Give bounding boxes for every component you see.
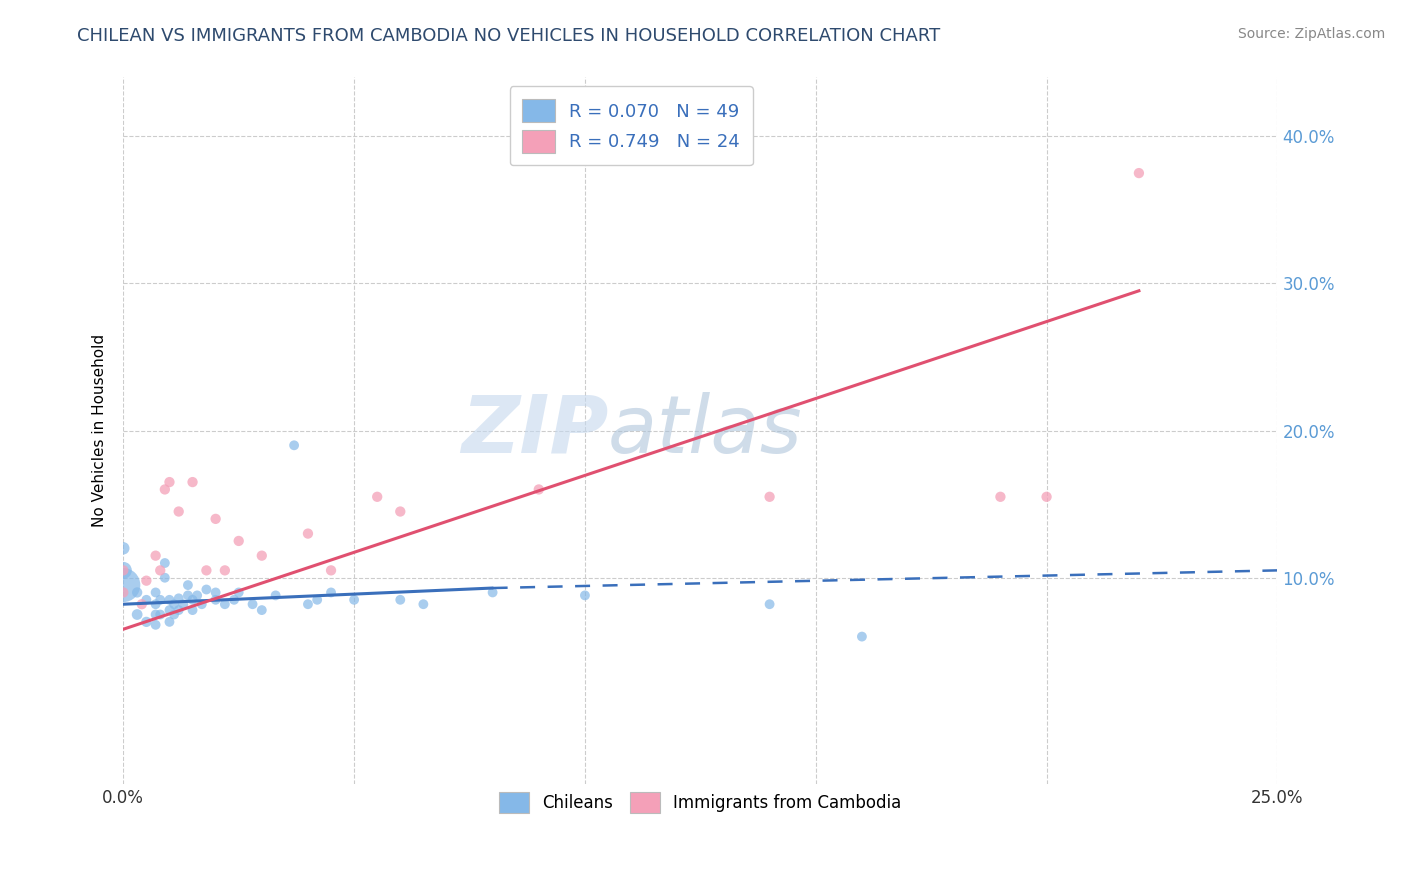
Point: [343, 592, 366, 607]
Point: [389, 592, 412, 607]
Point: [412, 597, 434, 611]
Point: [145, 585, 167, 599]
Point: [242, 597, 264, 611]
Point: [172, 597, 194, 611]
Text: ZIP: ZIP: [461, 392, 607, 469]
Point: [112, 578, 135, 592]
Point: [112, 563, 135, 577]
Point: [149, 607, 172, 622]
Point: [159, 475, 181, 489]
Point: [1128, 166, 1150, 180]
Point: [167, 504, 190, 518]
Point: [214, 597, 236, 611]
Point: [204, 585, 226, 599]
Point: [153, 483, 176, 497]
Point: [145, 597, 167, 611]
Point: [159, 592, 181, 607]
Point: [163, 607, 186, 622]
Point: [990, 490, 1012, 504]
Point: [204, 592, 226, 607]
Point: [250, 603, 273, 617]
Point: [297, 597, 319, 611]
Point: [159, 615, 181, 629]
Point: [177, 578, 200, 592]
Point: [228, 533, 250, 548]
Point: [153, 571, 176, 585]
Point: [758, 597, 780, 611]
Point: [181, 475, 204, 489]
Point: [214, 563, 236, 577]
Point: [527, 483, 550, 497]
Point: [191, 597, 214, 611]
Point: [167, 591, 190, 606]
Point: [149, 563, 172, 577]
Point: [135, 615, 157, 629]
Point: [307, 592, 329, 607]
Point: [135, 592, 157, 607]
Point: [177, 588, 200, 602]
Point: [250, 549, 273, 563]
Point: [186, 588, 208, 602]
Point: [481, 585, 503, 599]
Point: [167, 603, 190, 617]
Point: [228, 585, 250, 599]
Point: [195, 582, 218, 597]
Point: [145, 617, 167, 632]
Point: [145, 607, 167, 622]
Point: [159, 603, 181, 617]
Point: [264, 588, 287, 602]
Point: [851, 630, 873, 644]
Point: [1035, 490, 1057, 504]
Text: atlas: atlas: [607, 392, 803, 469]
Point: [297, 526, 319, 541]
Point: [195, 563, 218, 577]
Point: [222, 592, 245, 607]
Point: [366, 490, 388, 504]
Point: [127, 585, 149, 599]
Text: Source: ZipAtlas.com: Source: ZipAtlas.com: [1237, 27, 1385, 41]
Y-axis label: No Vehicles in Household: No Vehicles in Household: [93, 334, 107, 527]
Text: CHILEAN VS IMMIGRANTS FROM CAMBODIA NO VEHICLES IN HOUSEHOLD CORRELATION CHART: CHILEAN VS IMMIGRANTS FROM CAMBODIA NO V…: [77, 27, 941, 45]
Point: [181, 592, 204, 607]
Point: [319, 563, 342, 577]
Point: [181, 603, 204, 617]
Legend: Chileans, Immigrants from Cambodia: Chileans, Immigrants from Cambodia: [488, 780, 914, 825]
Point: [149, 592, 172, 607]
Point: [112, 563, 135, 577]
Point: [389, 504, 412, 518]
Point: [163, 597, 186, 611]
Point: [574, 588, 596, 602]
Point: [112, 585, 135, 599]
Point: [145, 549, 167, 563]
Point: [135, 574, 157, 588]
Point: [758, 490, 780, 504]
Point: [112, 541, 135, 556]
Point: [283, 438, 305, 452]
Point: [127, 607, 149, 622]
Point: [153, 556, 176, 570]
Point: [319, 585, 342, 599]
Point: [204, 512, 226, 526]
Point: [131, 597, 153, 611]
